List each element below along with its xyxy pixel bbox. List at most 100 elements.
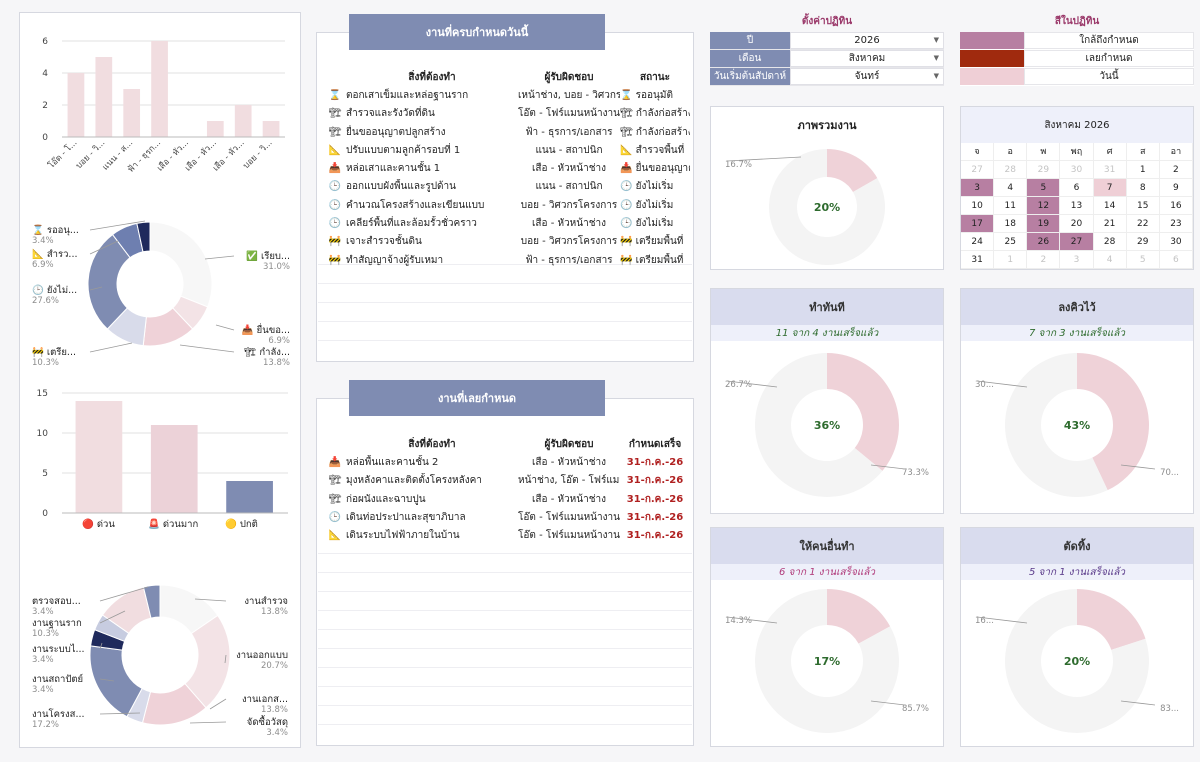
calendar-day[interactable]: 16 (1159, 197, 1193, 215)
calendar-day[interactable]: 31 (1093, 161, 1127, 179)
responsible-person: โอ๊ต - โฟร์แมนหน้างาน (518, 511, 620, 523)
chevron-down-icon[interactable]: ▼ (933, 72, 939, 80)
today-tasks-panel (316, 32, 694, 362)
calendar-day[interactable]: 3 (961, 179, 995, 197)
calendar-day[interactable]: 31 (961, 251, 995, 269)
table-row[interactable]: 📥 หล่อเสาและคานชั้น 1 เสือ - หัวหน้าช่าง 📥 … (324, 159, 690, 177)
donut-percent: 6.9% (268, 336, 290, 346)
donut-center-percent: 20% (1064, 655, 1090, 668)
calendar-day[interactable]: 28 (994, 161, 1028, 179)
calendar-day[interactable]: 2 (1027, 251, 1061, 269)
calendar-day[interactable]: 3 (1060, 251, 1094, 269)
donut-slice-done (827, 353, 899, 471)
calendar-day[interactable]: 29 (1027, 161, 1061, 179)
header-responsible: ผู้รับผิดชอบ (544, 71, 594, 83)
calendar-day[interactable]: 30 (1159, 233, 1193, 251)
calendar-day[interactable]: 4 (994, 179, 1028, 197)
settings-dropdown[interactable]: 2026 ▼ (790, 32, 944, 49)
row-icon: 🏗 (328, 126, 342, 138)
status-label: ยังไม่เริ่ม (635, 181, 674, 193)
row-icon: 📐 (328, 530, 342, 542)
status-label: กำลังก่อสร้าง (635, 126, 690, 138)
table-row[interactable]: 🕒 เคลียร์พื้นที่และล้อมรั้วชั่วคราว เสือ -… (324, 214, 690, 232)
calendar-day[interactable]: 12 (1027, 197, 1061, 215)
table-row[interactable]: 🕒 ออกแบบผังพื้นและรูปด้าน แนน - สถาปนิก 🕒 ย… (324, 178, 690, 196)
calendar-day[interactable]: 1 (1126, 161, 1160, 179)
calendar-day[interactable]: 26 (1027, 233, 1061, 251)
donut-slice-remaining (769, 149, 885, 265)
calendar-day[interactable]: 7 (1093, 179, 1127, 197)
table-row[interactable]: 🕒 คำนวณโครงสร้างและเขียนแบบ บอย - วิศวกรโค… (324, 196, 690, 214)
table-row[interactable]: 🏗 สำรวจและรังวัดที่ดิน โอ๊ต - โฟร์แมนหน้าง… (324, 105, 690, 123)
leader-line (204, 255, 235, 260)
bar (206, 121, 224, 137)
calendar-day[interactable]: 24 (961, 233, 995, 251)
calendar-day[interactable]: 28 (1093, 233, 1127, 251)
table-row[interactable]: 🚧 ทำสัญญาจ้างผู้รับเหมา ฟ้า - ธุรการ/เอกสา… (324, 251, 690, 269)
calendar-day[interactable]: 8 (1126, 179, 1160, 197)
settings-row: ปี 2026 ▼ (710, 32, 944, 50)
calendar-day[interactable]: 27 (961, 161, 995, 179)
table-row[interactable]: 🚧 เจาะสำรวจชั้นดิน บอย - วิศวกรโครงการ 🚧 เต… (324, 233, 690, 251)
calendar-day[interactable]: 10 (961, 197, 995, 215)
settings-dropdown[interactable]: จันทร์ ▼ (790, 68, 944, 85)
calendar-day[interactable]: 17 (961, 215, 995, 233)
calendar-title: สิงหาคม 2026 (961, 107, 1193, 143)
calendar-day[interactable]: 4 (1093, 251, 1127, 269)
card-title: ทำทันที (711, 289, 943, 325)
table-row[interactable]: 📐 ปรับแบบตามลูกค้ารอบที่ 1 แนน - สถาปนิก 📐 … (324, 141, 690, 159)
month-calendar: สิงหาคม 2026 จอพพฤศสอา 27 28 29 30 31 1 2 3 4 5 6 7 8… (960, 106, 1194, 270)
status-label: ยื่นขออนุญาต (635, 163, 690, 175)
color-label: เลยกำหนด (1024, 50, 1194, 67)
table-row[interactable]: ⌛ ตอกเสาเข็มและหล่อฐานราก เหน้าช่าง, บอย -… (324, 86, 690, 104)
leader-line (194, 598, 227, 602)
calendar-day[interactable]: 2 (1159, 161, 1193, 179)
color-legend-row: วันนี้ (960, 68, 1194, 86)
calendar-day[interactable]: 27 (1060, 233, 1094, 251)
calendar-day[interactable]: 13 (1060, 197, 1094, 215)
settings-dropdown[interactable]: สิงหาคม ▼ (790, 50, 944, 67)
calendar-day[interactable]: 5 (1126, 251, 1160, 269)
legend-item: 🟡 ปกติ (225, 518, 258, 530)
calendar-day[interactable]: 30 (1060, 161, 1094, 179)
calendar-day[interactable]: 6 (1159, 251, 1193, 269)
calendar-day[interactable]: 29 (1126, 233, 1160, 251)
table-row[interactable]: 📐 เดินระบบไฟฟ้าภายในบ้าน โอ๊ต - โฟร์แมนหน้… (324, 526, 690, 544)
chevron-down-icon[interactable]: ▼ (933, 54, 939, 62)
settings-row: วันเริ่มต้นสัปดาห์ จันทร์ ▼ (710, 68, 944, 86)
table-row[interactable]: 🕒 เดินท่อประปาและสุขาภิบาล โอ๊ต - โฟร์แมนห… (324, 508, 690, 526)
table-row[interactable]: 📥 หล่อพื้นและคานชั้น 2 เสือ - หัวหน้าช่าง 3… (324, 453, 690, 471)
donut-label: ⌛ รออนุ... (32, 224, 79, 236)
status-cell: 🚧 เตรียมพื้นที่ (620, 253, 690, 268)
calendar-day[interactable]: 25 (994, 233, 1028, 251)
calendar-day[interactable]: 15 (1126, 197, 1160, 215)
calendar-day[interactable]: 21 (1093, 215, 1127, 233)
table-row[interactable]: 🏗 ก่อผนังและฉาบปูน เสือ - หัวหน้าช่าง 31-ก.… (324, 490, 690, 508)
table-row[interactable]: 🏗 มุงหลังคาและติดตั้งโครงหลังคา หน้าช่าง, … (324, 472, 690, 490)
donut-percent: 26.7% (725, 380, 752, 390)
overdue-tasks-title: งานที่เลยกำหนด (349, 380, 605, 416)
due-date: 31-ก.ค.-26 (626, 511, 684, 523)
calendar-day[interactable]: 23 (1159, 215, 1193, 233)
calendar-day[interactable]: 5 (1027, 179, 1061, 197)
calendar-day[interactable]: 20 (1060, 215, 1094, 233)
calendar-day[interactable]: 14 (1093, 197, 1127, 215)
status-label: สำรวจพื้นที่ (635, 144, 685, 156)
donut-label: 🏗 กำลัง... (244, 346, 290, 358)
responsible-person: แนน - สถาปนิก (535, 181, 603, 193)
legend-item: 🚨 ด่วนมาก (148, 518, 198, 530)
table-row[interactable]: 🏗 ยื่นขออนุญาตปลูกสร้าง ฟ้า - ธุรการ/เอกสา… (324, 123, 690, 141)
donut-label: งานสำรวจ (244, 596, 288, 607)
calendar-day[interactable]: 6 (1060, 179, 1094, 197)
calendar-day[interactable]: 22 (1126, 215, 1160, 233)
chevron-down-icon[interactable]: ▼ (933, 36, 939, 44)
calendar-day[interactable]: 19 (1027, 215, 1061, 233)
calendar-day[interactable]: 9 (1159, 179, 1193, 197)
today-tasks-table: สิ่งที่ต้องทำ ผู้รับผิดชอบ สถานะ ⌛ ตอกเสา… (324, 68, 690, 269)
x-tick-label: บอย - วิ... (241, 138, 274, 171)
row-icon: 📥 (328, 163, 342, 175)
calendar-day[interactable]: 11 (994, 197, 1028, 215)
calendar-day[interactable]: 1 (994, 251, 1028, 269)
leader-line (99, 586, 149, 602)
calendar-day[interactable]: 18 (994, 215, 1028, 233)
